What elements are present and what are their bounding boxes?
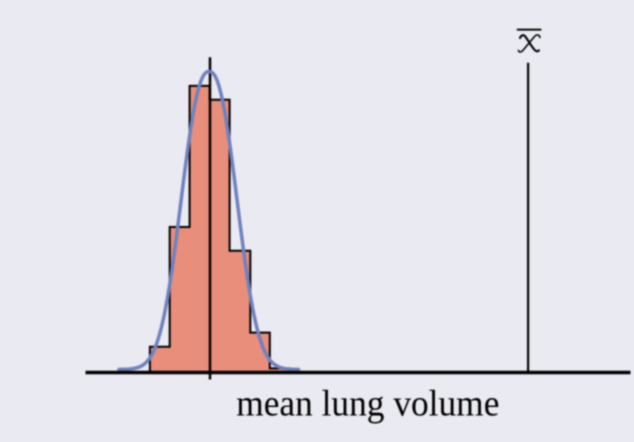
svg-text:mean lung volume: mean lung volume [236,384,499,425]
